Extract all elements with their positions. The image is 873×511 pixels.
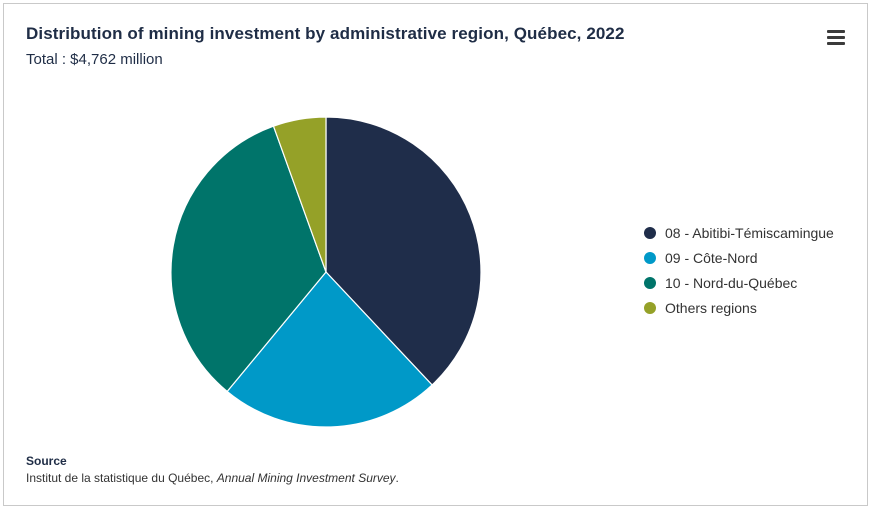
chart-card: Distribution of mining investment by adm… (3, 3, 868, 506)
chart-legend: 08 - Abitibi-Témiscamingue 09 - Côte-Nord… (644, 220, 834, 320)
source-suffix: . (395, 471, 399, 485)
chart-title: Distribution of mining investment by adm… (26, 24, 625, 43)
source-prefix: Institut de la statistique du Québec, (26, 471, 217, 485)
legend-label: 10 - Nord-du-Québec (665, 274, 798, 291)
chart-subtitle: Total : $4,762 million (26, 51, 163, 68)
source-title: Annual Mining Investment Survey (216, 471, 396, 485)
pie-slice-1[interactable] (226, 271, 433, 428)
source-heading: Source (26, 454, 67, 468)
pie-slice-2[interactable] (170, 125, 327, 393)
legend-swatch (644, 276, 656, 289)
legend-label: 08 - Abitibi-Témiscamingue (665, 224, 834, 241)
legend-item-0[interactable]: 08 - Abitibi-Témiscamingue (644, 220, 834, 245)
hamburger-menu-icon[interactable] (827, 30, 845, 46)
legend-item-2[interactable]: 10 - Nord-du-Québec (644, 270, 834, 295)
legend-item-3[interactable]: Others regions (644, 295, 834, 320)
legend-label: Others regions (665, 299, 757, 316)
legend-swatch (644, 251, 656, 264)
source-text: Institut de la statistique du Québec, An… (26, 471, 399, 485)
legend-swatch (644, 301, 656, 314)
pie-chart (170, 116, 482, 428)
pie-slice-0[interactable] (325, 116, 482, 386)
legend-swatch (644, 226, 656, 239)
pie-slice-3[interactable] (272, 116, 327, 273)
legend-item-1[interactable]: 09 - Côte-Nord (644, 245, 834, 270)
legend-label: 09 - Côte-Nord (665, 249, 758, 266)
